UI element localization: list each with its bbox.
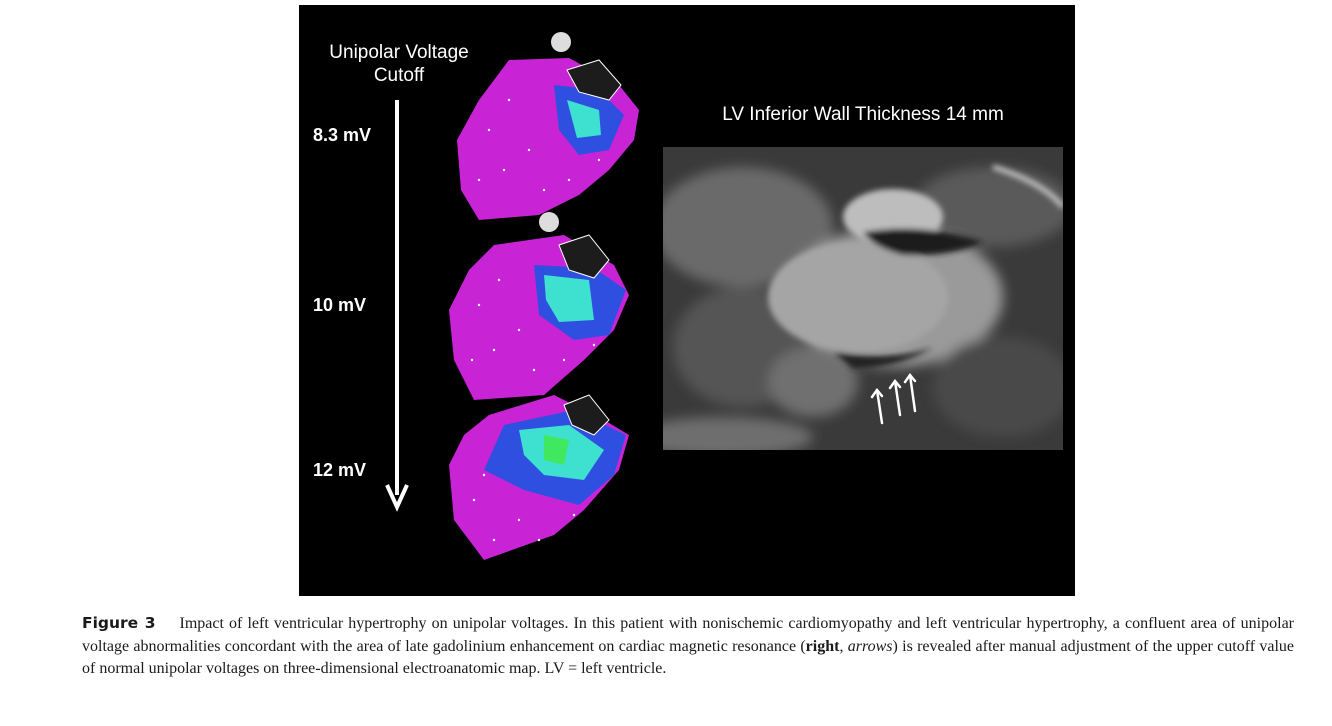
cutoff-arrow-icon	[385, 100, 409, 512]
caption-bold-right: right	[805, 637, 840, 655]
caption-sep: ,	[839, 637, 848, 655]
caption-text-2: ) is revealed after manual adjustment of…	[82, 637, 1295, 678]
figure-caption: Figure 3 Impact of left ventricular hyper…	[82, 612, 1294, 681]
cardiac-mri-image	[663, 147, 1063, 450]
cutoff-level-1: 8.3 mV	[313, 125, 372, 145]
lge-arrows	[870, 372, 917, 425]
electroanatomic-map-1	[457, 32, 639, 220]
electroanatomic-map-3	[449, 394, 629, 560]
voltage-cutoff-title: Unipolar Voltage Cutoff	[329, 42, 469, 86]
caption-text-1: Impact of left ventricular hypertrophy o…	[82, 615, 1294, 655]
electroanatomic-map-2	[449, 212, 629, 400]
figure-panel: Unipolar Voltage Cutoff 8.3 mV 10 mV 12 …	[299, 5, 1075, 596]
cutoff-level-2: 10 mV	[313, 295, 367, 315]
figure-label: Figure 3	[82, 614, 156, 632]
caption-italic-arrows: arrows	[847, 637, 893, 655]
mri-title: LV Inferior Wall Thickness 14 mm	[722, 104, 1004, 125]
cutoff-level-3: 12 mV	[313, 460, 367, 480]
